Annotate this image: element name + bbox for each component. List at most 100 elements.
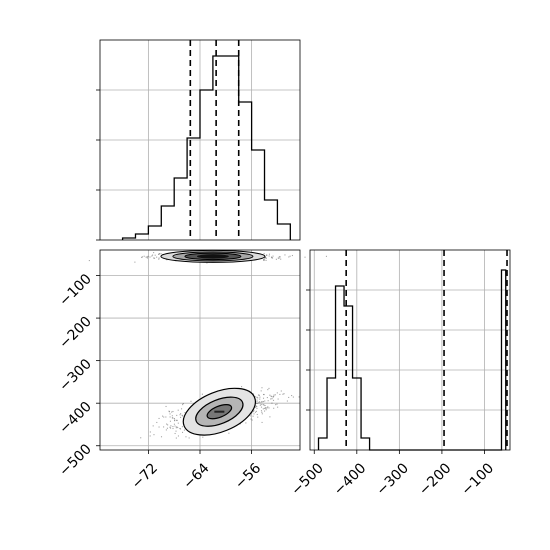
sample-point	[165, 405, 167, 408]
sample-point	[273, 394, 275, 396]
sample-point	[267, 389, 269, 391]
sample-point	[260, 406, 263, 408]
sample-point	[253, 409, 255, 411]
sample-point	[172, 425, 174, 428]
sample-point	[272, 399, 275, 401]
sample-point	[256, 396, 258, 398]
sample-point	[171, 411, 173, 413]
histogram-steps	[121, 55, 291, 240]
sample-point	[181, 426, 183, 428]
sample-point	[153, 252, 155, 254]
sample-point	[159, 253, 161, 255]
sample-point	[270, 395, 272, 397]
sample-point	[143, 255, 145, 257]
sample-point	[263, 259, 265, 261]
sample-point	[274, 394, 276, 396]
sample-point	[276, 392, 278, 394]
sample-point	[141, 256, 143, 258]
sample-point	[174, 420, 176, 422]
sample-point	[134, 261, 136, 263]
sample-point	[160, 253, 162, 255]
sample-point	[158, 253, 160, 255]
sample-point	[271, 257, 273, 259]
sample-point	[182, 404, 184, 406]
sample-point	[265, 254, 268, 256]
sample-point	[275, 404, 277, 406]
sample-point	[158, 417, 160, 420]
x-tick-label: −500	[288, 460, 327, 499]
sample-point	[266, 397, 268, 399]
sample-point	[289, 255, 291, 257]
sample-point	[259, 402, 261, 404]
y-tick-label: −500	[56, 441, 95, 480]
sample-point	[265, 407, 267, 410]
sample-point	[270, 256, 273, 258]
sample-point	[176, 426, 178, 428]
sample-point	[264, 404, 266, 407]
sample-point	[253, 413, 255, 415]
sample-point	[175, 437, 177, 439]
joint-panel: −100 −200−300 −400−500 −72 −64 −56	[56, 249, 328, 493]
sample-point	[261, 413, 263, 415]
sample-point	[170, 425, 172, 427]
sample-point	[190, 400, 192, 402]
hist-panel-param-1	[96, 39, 301, 241]
sample-point	[169, 427, 172, 429]
x-tick-label: −300	[373, 460, 412, 499]
sample-point	[201, 393, 203, 395]
sample-point	[251, 419, 253, 421]
sample-point	[206, 262, 208, 264]
y-tick-label: −100	[56, 271, 95, 310]
sample-point	[273, 407, 275, 409]
sample-point	[264, 256, 266, 258]
sample-point	[173, 418, 176, 420]
sample-point	[166, 427, 168, 429]
sample-point	[258, 401, 260, 403]
sample-point	[257, 402, 260, 404]
sample-point	[267, 400, 269, 402]
sample-point	[175, 427, 177, 429]
sample-point	[271, 398, 273, 400]
sample-point	[272, 255, 274, 257]
sample-point	[265, 259, 267, 261]
sample-point	[292, 396, 294, 398]
sample-point	[185, 436, 187, 438]
sample-point	[264, 400, 266, 402]
sample-point	[252, 393, 255, 395]
sample-point	[291, 394, 293, 397]
sample-point	[256, 402, 258, 404]
sample-point	[255, 405, 257, 407]
sample-point	[284, 254, 286, 256]
sample-point	[271, 396, 273, 398]
sample-point	[254, 411, 257, 413]
sample-point	[280, 258, 282, 260]
x-tick-label: −72	[129, 460, 161, 492]
sample-point	[176, 419, 178, 421]
histogram-steps	[317, 269, 507, 451]
sample-point	[173, 423, 175, 425]
sample-point	[172, 417, 174, 419]
sample-point	[256, 405, 258, 408]
sample-point	[260, 390, 262, 392]
x-tick-label: −400	[331, 460, 370, 499]
sample-point	[177, 427, 179, 429]
sample-point	[153, 434, 155, 436]
sample-point	[276, 403, 278, 405]
sample-point	[278, 257, 280, 259]
sample-point	[283, 393, 285, 395]
sample-point	[158, 258, 160, 260]
sample-point	[158, 426, 160, 428]
sample-point	[169, 413, 171, 415]
sample-point	[288, 256, 290, 258]
sample-point	[254, 396, 256, 398]
sample-point	[256, 399, 258, 401]
sample-point	[141, 256, 143, 258]
sample-point	[258, 394, 260, 396]
sample-point	[266, 407, 268, 409]
sample-point	[177, 409, 179, 411]
sample-point	[182, 415, 184, 417]
x-tick-label: −64	[180, 460, 212, 492]
sample-point	[176, 414, 178, 416]
sample-point	[271, 257, 274, 259]
sample-point	[267, 406, 269, 408]
